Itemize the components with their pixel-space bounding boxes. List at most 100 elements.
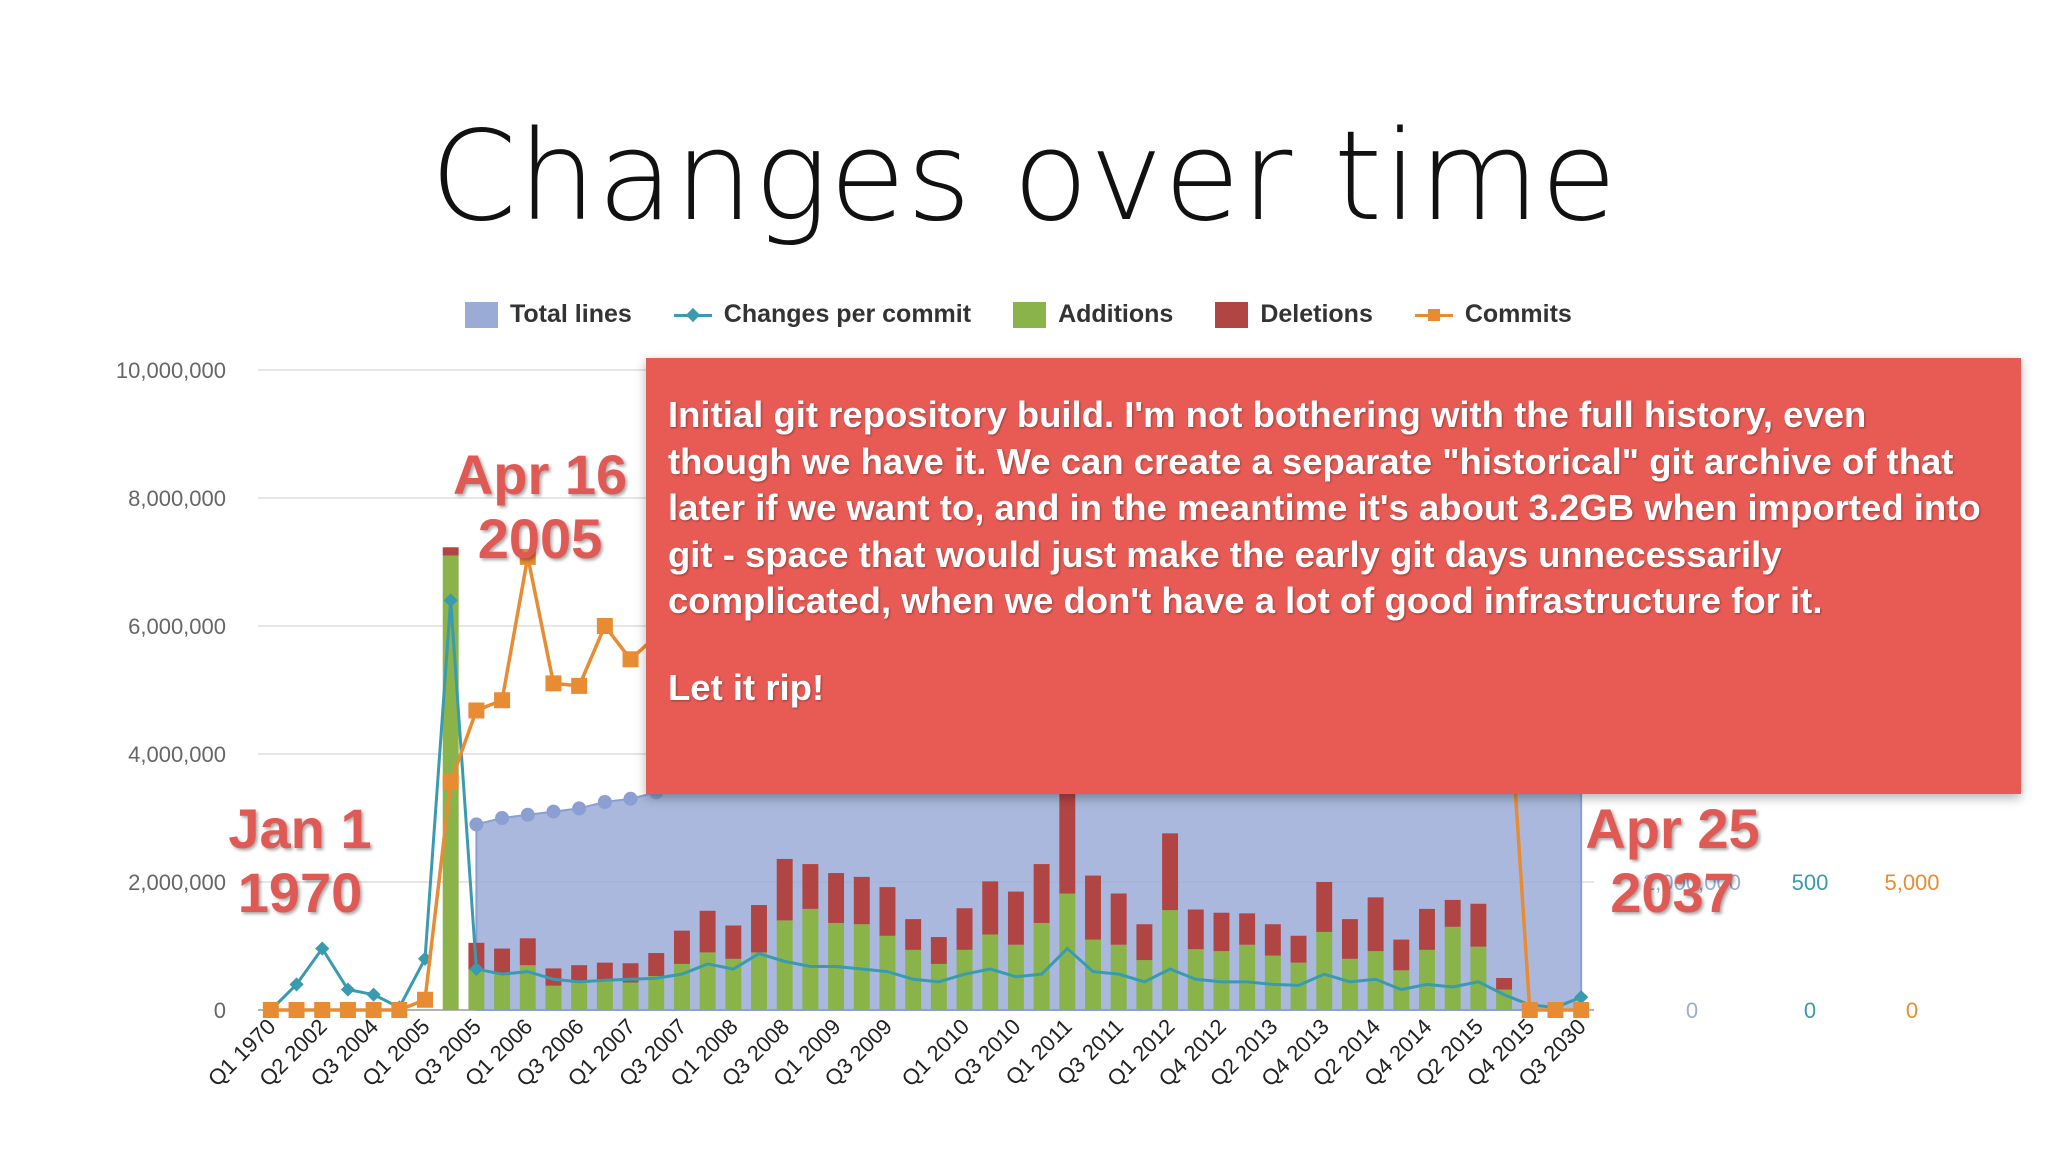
legend-total-lines-label: Total lines <box>510 300 632 328</box>
additions-bar <box>1162 910 1179 1010</box>
deletions-bar <box>1085 875 1101 940</box>
commit-message-text: Initial git repository build. I'm not bo… <box>668 394 1981 621</box>
slide-title: Changes over time <box>430 105 1618 249</box>
legend-changes-per-commit-label: Changes per commit <box>723 300 972 328</box>
annotation-import-date: Apr 16 2005 <box>440 443 640 571</box>
commits-point <box>314 1002 331 1018</box>
additions-bar <box>1033 922 1050 1010</box>
commits-point <box>1521 1002 1538 1018</box>
total-lines-point <box>623 791 638 806</box>
additions-bar <box>648 976 665 1010</box>
deletions-bar <box>648 953 665 977</box>
y-left-tick-label: 0 <box>214 998 226 1023</box>
additions-bar <box>776 920 793 1010</box>
deletions-bar <box>1136 924 1153 961</box>
deletions-bar <box>930 937 947 964</box>
legend-additions-label: Additions <box>1058 300 1174 328</box>
deletions-bar <box>699 910 716 953</box>
deletions-bar <box>1162 833 1179 911</box>
annotation-import-date-line2: 2005 <box>477 507 603 570</box>
deletions-bar <box>725 925 742 959</box>
additions-bar <box>1264 955 1281 1010</box>
additions-bar <box>853 924 870 1010</box>
y-right-changes-tick-label: 500 <box>1792 870 1829 895</box>
legend-commits-swatch <box>1414 302 1453 328</box>
deletions-bar <box>673 930 690 964</box>
additions-bar <box>1419 949 1435 1010</box>
deletions-bar <box>1033 864 1050 923</box>
commits-point <box>1547 1002 1564 1018</box>
legend-additions[interactable]: Additions <box>1013 300 1173 329</box>
y-right-total-tick-label: 0 <box>1686 998 1698 1023</box>
legend-deletions[interactable]: Deletions <box>1215 300 1373 329</box>
commits-point <box>442 774 459 791</box>
legend-deletions-label: Deletions <box>1260 300 1373 328</box>
y-right-changes-tick-label: 0 <box>1804 998 1816 1023</box>
deletions-bar <box>1316 882 1333 932</box>
total-lines-point <box>520 807 535 822</box>
additions-bar <box>519 965 536 1010</box>
commits-point <box>545 675 562 692</box>
additions-bar <box>494 972 511 1010</box>
deletions-bar <box>1239 913 1256 945</box>
deletions-bar <box>879 887 896 936</box>
deletions-bar <box>776 858 793 921</box>
commits-point <box>262 1002 279 1018</box>
chart-legend: Total lines Changes per commit Additions… <box>465 300 1572 329</box>
commits-point <box>417 991 433 1008</box>
deletions-bar <box>571 965 588 981</box>
annotation-end-date: Apr 25 2037 <box>1570 797 1775 925</box>
additions-bar <box>1059 893 1076 1010</box>
commits-point <box>622 651 639 668</box>
legend-changes-per-commit[interactable]: Changes per commit <box>673 300 972 329</box>
y-left-tick-label: 8,000,000 <box>128 486 226 511</box>
legend-total-lines[interactable]: Total lines <box>465 300 632 329</box>
commits-point <box>596 618 613 634</box>
additions-bar <box>982 934 999 1010</box>
legend-commits-label: Commits <box>1464 300 1572 328</box>
additions-bar <box>1239 944 1256 1010</box>
additions-bar <box>956 949 973 1010</box>
deletions-bar <box>1419 908 1435 950</box>
annotation-end-date-line2: 2037 <box>1610 861 1735 924</box>
deletions-bar <box>982 881 999 935</box>
changes-per-commit-point <box>1574 990 1589 1005</box>
y-left-tick-label: 2,000,000 <box>128 870 226 895</box>
commits-point <box>1573 1002 1590 1018</box>
additions-bar <box>622 982 639 1010</box>
legend-changes-per-commit-swatch <box>673 302 712 328</box>
total-lines-point <box>572 801 587 816</box>
additions-bar <box>1341 958 1358 1010</box>
commits-point <box>339 1002 356 1018</box>
additions-bar <box>596 979 613 1010</box>
total-lines-point <box>546 804 561 819</box>
deletions-bar <box>1290 935 1307 963</box>
deletions-bar <box>1110 893 1127 945</box>
commit-message-tagline: Let it rip! <box>668 666 825 708</box>
deletions-bar <box>905 919 922 950</box>
additions-bar <box>1136 960 1153 1010</box>
changes-per-commit-point <box>289 977 304 992</box>
commit-message-popup[interactable]: Initial git repository build. I'm not bo… <box>646 358 2021 794</box>
additions-bar <box>802 908 819 1010</box>
additions-bar <box>1470 946 1487 1010</box>
changes-per-commit-point <box>443 593 458 608</box>
y-left-tick-label: 6,000,000 <box>128 614 226 639</box>
additions-bar <box>930 963 947 1010</box>
annotation-import-date-line1: Apr 16 <box>452 443 628 506</box>
deletions-bar <box>1007 891 1024 945</box>
y-right-commits-tick-label: 0 <box>1906 998 1918 1023</box>
additions-bar <box>1316 931 1333 1010</box>
deletions-bar <box>956 908 973 950</box>
commits-point <box>468 702 485 719</box>
additions-bar <box>699 952 716 1010</box>
deletions-bar <box>494 948 511 973</box>
deletions-bar <box>442 547 459 556</box>
total-lines-point <box>597 795 612 809</box>
deletions-bar <box>1264 924 1281 956</box>
legend-additions-swatch <box>1013 301 1047 328</box>
additions-bar <box>751 952 767 1010</box>
deletions-bar <box>1470 903 1487 947</box>
legend-commits[interactable]: Commits <box>1414 300 1572 329</box>
changes-per-commit-point <box>340 982 355 997</box>
